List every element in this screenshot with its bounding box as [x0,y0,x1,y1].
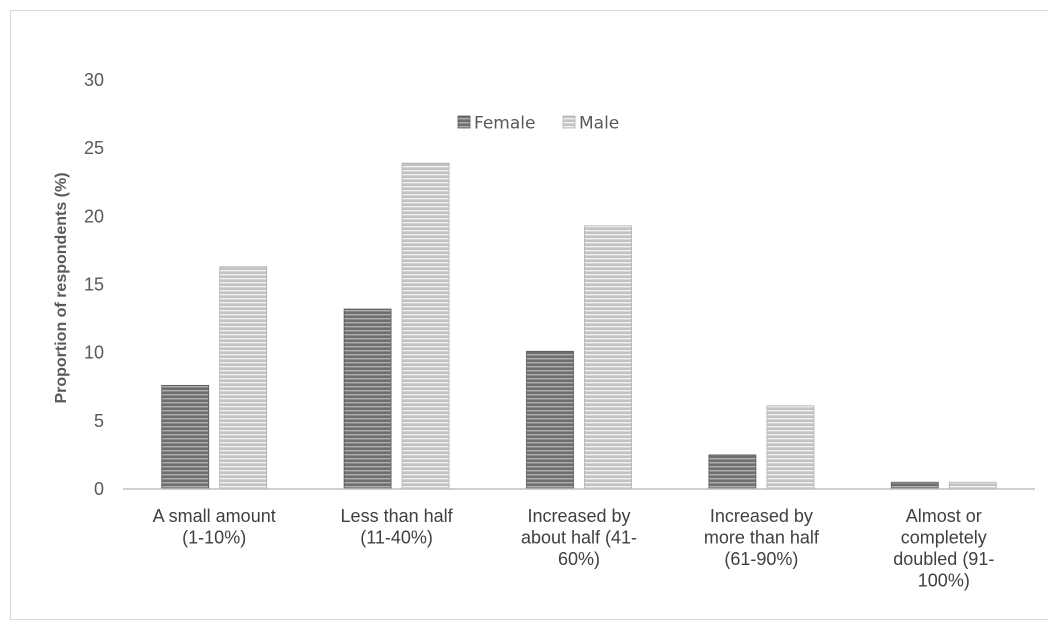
bar-female [161,384,210,490]
legend-label-male: Male [579,114,619,134]
y-axis-label: Proportion of respondents (%) [53,172,70,403]
legend-swatch-male [562,115,576,129]
y-tick-label: 25 [84,138,104,158]
legend: Female Male [457,114,619,134]
category-label: Increased by about half (41-60%) [521,506,637,569]
category-labels: A small amount (1-10%) Less than half (11-4… [153,506,995,591]
bar-male [401,162,450,490]
bars [161,162,997,490]
bar-female [708,454,757,490]
bar-female [343,308,392,490]
y-axis-label-group: Proportion of respondents (%) [53,172,70,403]
category-label: Increased by more than half (61-90%) [704,506,820,569]
bar-female [526,350,574,490]
y-tick-label: 20 [84,206,104,226]
category-label: Less than half (11-40%) [341,506,454,548]
legend-swatch-female [457,115,471,129]
bar-male [766,405,815,490]
bar-female [890,481,939,490]
y-tick-label: 0 [94,479,104,499]
bar-male [948,481,997,490]
bar-male [219,266,268,490]
bar-male [584,225,632,490]
y-tick-label: 15 [84,275,104,295]
chart-frame [10,10,1048,620]
category-label: A small amount (1-10%) [153,506,276,548]
legend-label-female: Female [474,114,535,134]
y-axis-ticks: 0 5 10 15 20 25 30 [84,70,104,499]
category-label: Almost or completely doubled (91-100%) [893,506,994,591]
bar-chart: Proportion of respondents (%) 0 5 10 15 20 25… [53,70,1035,591]
y-tick-label: 5 [94,411,104,431]
y-tick-label: 10 [84,343,104,363]
y-tick-label: 30 [84,70,104,90]
